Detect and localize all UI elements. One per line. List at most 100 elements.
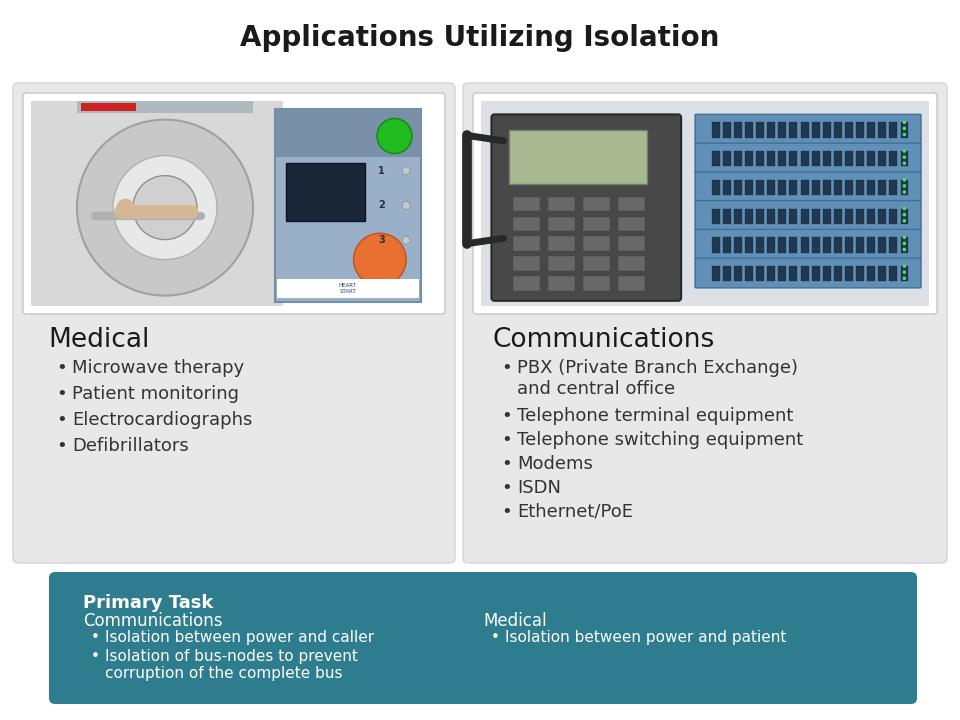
Bar [867, 209, 876, 224]
Bar [834, 122, 842, 138]
Bar [756, 266, 764, 282]
Bar [548, 236, 575, 251]
Bar [878, 180, 886, 195]
Bar [767, 209, 775, 224]
Circle shape [902, 271, 906, 274]
Circle shape [902, 161, 906, 165]
Text: •: • [491, 630, 500, 645]
Bar [509, 130, 647, 184]
Bar [745, 180, 753, 195]
Text: Communications: Communications [493, 327, 715, 353]
Circle shape [902, 242, 906, 246]
Bar [834, 266, 842, 282]
Bar [745, 238, 753, 253]
Bar [801, 266, 808, 282]
Text: Isolation between power and caller: Isolation between power and caller [105, 630, 374, 645]
Bar [711, 209, 720, 224]
FancyBboxPatch shape [695, 258, 921, 288]
Bar [513, 197, 540, 211]
Bar [548, 197, 575, 211]
Text: •: • [56, 411, 67, 429]
Bar [878, 151, 886, 166]
Bar [767, 122, 775, 138]
Bar [81, 103, 136, 111]
Text: Electrocardiographs: Electrocardiographs [72, 411, 252, 429]
Bar [734, 238, 742, 253]
Bar [756, 238, 764, 253]
Bar [617, 276, 645, 291]
Circle shape [353, 233, 406, 286]
Bar [548, 217, 575, 231]
Bar [845, 180, 852, 195]
Bar [734, 180, 742, 195]
Text: Ethernet/PoE: Ethernet/PoE [517, 503, 633, 521]
Bar [845, 122, 852, 138]
Bar [878, 266, 886, 282]
Bar [856, 266, 864, 282]
Bar [513, 236, 540, 251]
Circle shape [902, 120, 906, 124]
Bar [723, 151, 731, 166]
Bar [889, 266, 898, 282]
Bar [811, 122, 820, 138]
Text: •: • [501, 479, 512, 497]
Bar [856, 180, 864, 195]
Text: PBX (Private Branch Exchange)
and central office: PBX (Private Branch Exchange) and centra… [517, 359, 798, 397]
FancyBboxPatch shape [695, 114, 921, 144]
Text: •: • [501, 455, 512, 473]
Bar [789, 266, 798, 282]
Bar [756, 180, 764, 195]
Bar [286, 163, 365, 221]
Bar [711, 122, 720, 138]
Bar [711, 151, 720, 166]
Bar [845, 151, 852, 166]
Bar [617, 217, 645, 231]
Bar [823, 238, 830, 253]
Bar [900, 266, 908, 282]
FancyBboxPatch shape [49, 572, 917, 704]
Bar [900, 151, 908, 166]
FancyBboxPatch shape [23, 93, 445, 314]
FancyBboxPatch shape [492, 114, 682, 301]
Bar [745, 209, 753, 224]
Bar [900, 209, 908, 224]
Bar [867, 266, 876, 282]
Bar [845, 266, 852, 282]
Bar [801, 209, 808, 224]
Text: Isolation between power and patient: Isolation between power and patient [505, 630, 786, 645]
Bar [275, 109, 420, 302]
Circle shape [902, 276, 906, 280]
Bar [513, 256, 540, 271]
Circle shape [113, 156, 217, 260]
Bar [801, 180, 808, 195]
Bar [878, 122, 886, 138]
Text: Isolation of bus-nodes to prevent
corruption of the complete bus: Isolation of bus-nodes to prevent corrup… [105, 649, 358, 681]
Bar [823, 209, 830, 224]
Bar [801, 151, 808, 166]
Bar [734, 151, 742, 166]
Bar [745, 266, 753, 282]
Text: ISDN: ISDN [517, 479, 561, 497]
Circle shape [402, 167, 410, 175]
Bar [889, 209, 898, 224]
Circle shape [902, 156, 906, 159]
Bar [779, 122, 786, 138]
Text: •: • [91, 630, 100, 645]
Bar [31, 101, 283, 306]
Bar [789, 180, 798, 195]
Text: •: • [56, 359, 67, 377]
Bar [856, 122, 864, 138]
Text: •: • [501, 359, 512, 377]
Bar [834, 151, 842, 166]
Text: •: • [91, 649, 100, 664]
Bar [811, 238, 820, 253]
FancyBboxPatch shape [463, 83, 947, 563]
FancyBboxPatch shape [473, 93, 937, 314]
Text: •: • [501, 431, 512, 449]
Circle shape [402, 236, 410, 244]
Bar [834, 209, 842, 224]
Bar [77, 101, 253, 113]
Circle shape [902, 127, 906, 130]
Bar [889, 122, 898, 138]
Bar [723, 266, 731, 282]
